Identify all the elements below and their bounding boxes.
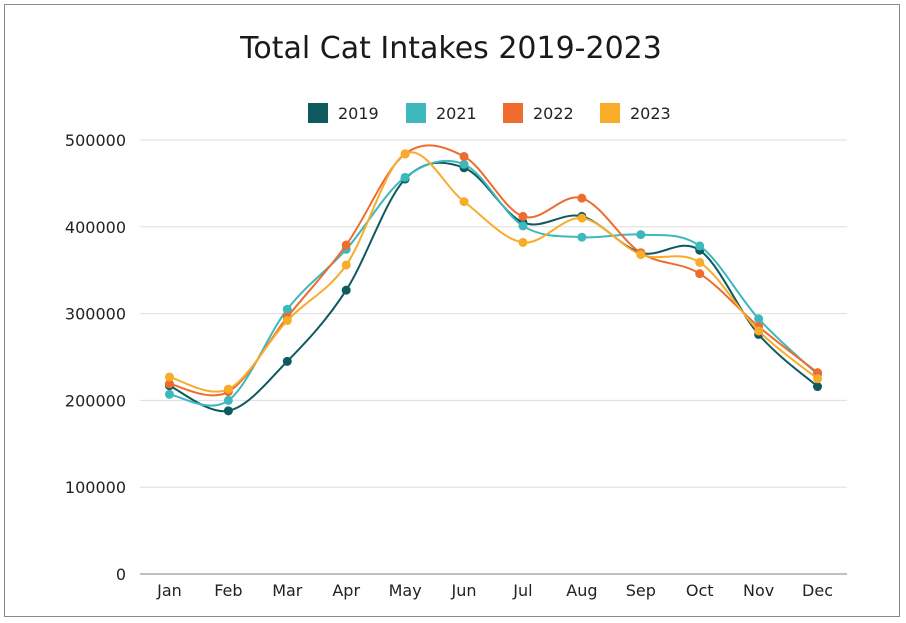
series-2023 — [164, 149, 823, 394]
legend-swatch — [406, 103, 426, 123]
x-tick-label: Aug — [566, 581, 597, 600]
data-point-2022-Apr — [341, 240, 351, 250]
data-point-2021-May — [400, 172, 410, 182]
grid-lines — [140, 139, 847, 575]
x-axis-ticks: Jan Feb Mar Apr May Jun Jul Aug Sep Oct Nov Dec — [156, 581, 833, 600]
x-tick-label: Oct — [686, 581, 714, 600]
series-2019 — [164, 161, 823, 416]
data-point-2022-Aug — [577, 193, 587, 203]
data-point-2023-Aug — [577, 213, 587, 223]
y-tick-label: 100000 — [65, 478, 126, 497]
data-point-2023-Sep — [636, 250, 646, 260]
data-point-2023-Oct — [695, 257, 705, 267]
x-tick-label: May — [389, 581, 422, 600]
data-point-2022-Oct — [695, 269, 705, 279]
data-point-2019-Feb — [223, 406, 233, 416]
legend-label: 2022 — [533, 104, 574, 123]
y-tick-label: 400000 — [65, 218, 126, 237]
data-point-2019-Dec — [813, 382, 823, 392]
data-point-2023-Jan — [164, 372, 174, 382]
y-tick-label: 300000 — [65, 305, 126, 324]
data-point-2023-Dec — [813, 374, 823, 384]
y-tick-label: 0 — [116, 565, 126, 584]
y-tick-label: 200000 — [65, 391, 126, 410]
chart-title: Total Cat Intakes 2019-2023 — [239, 31, 662, 66]
legend-label: 2019 — [338, 104, 379, 123]
data-point-2021-Nov — [754, 314, 764, 324]
x-tick-label: Jun — [451, 581, 477, 600]
series-line-2023 — [169, 151, 819, 393]
x-tick-label: Apr — [332, 581, 360, 600]
data-point-2023-Jul — [518, 237, 528, 247]
legend-swatch — [600, 103, 620, 123]
legend-label: 2023 — [630, 104, 671, 123]
x-tick-label: Jan — [156, 581, 182, 600]
data-point-2023-May — [400, 149, 410, 159]
data-point-2021-Sep — [636, 230, 646, 240]
series-line-2019 — [169, 161, 819, 413]
legend-swatch — [308, 103, 328, 123]
x-tick-label: Jul — [512, 581, 532, 600]
data-point-2021-Feb — [223, 395, 233, 405]
y-axis-ticks: 0 100000 200000 300000 400000 500000 — [65, 131, 126, 584]
x-tick-label: Nov — [743, 581, 774, 600]
data-point-2021-Aug — [577, 232, 587, 242]
chart-legend: 2019 2021 2022 2023 — [308, 103, 671, 123]
data-point-2023-Nov — [754, 326, 764, 336]
series-line-2022 — [169, 144, 819, 397]
data-point-2021-Oct — [695, 241, 705, 251]
legend-swatch — [503, 103, 523, 123]
x-tick-label: Feb — [214, 581, 242, 600]
y-tick-label: 500000 — [65, 131, 126, 150]
data-point-2021-Jan — [164, 389, 174, 399]
data-point-2021-Jul — [518, 221, 528, 231]
data-point-2022-Jan — [164, 379, 174, 389]
series-line-2021 — [169, 159, 819, 407]
data-point-2019-Apr — [341, 285, 351, 295]
legend-label: 2021 — [436, 104, 477, 123]
data-point-2023-Feb — [223, 384, 233, 394]
data-point-2022-Jun — [459, 151, 469, 161]
data-point-2023-Apr — [341, 260, 351, 270]
x-tick-label: Sep — [626, 581, 656, 600]
data-point-2023-Mar — [282, 316, 292, 326]
series-layer — [164, 144, 823, 416]
data-point-2021-Mar — [282, 304, 292, 314]
data-point-2019-Mar — [282, 356, 292, 366]
x-tick-label: Mar — [272, 581, 303, 600]
data-point-2023-Jun — [459, 197, 469, 207]
data-point-2022-Jul — [518, 211, 528, 221]
data-point-2021-Jun — [459, 159, 469, 169]
x-tick-label: Dec — [802, 581, 833, 600]
series-2021 — [164, 159, 823, 407]
